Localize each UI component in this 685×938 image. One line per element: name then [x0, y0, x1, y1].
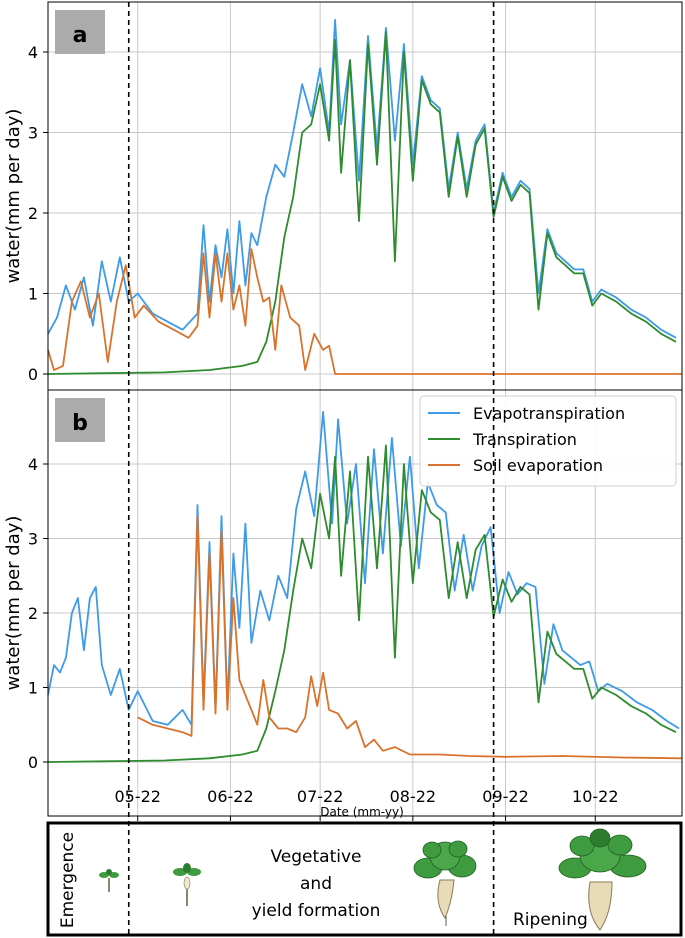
panel-b-line-evapotranspiration — [47, 410, 680, 730]
legend-box — [419, 395, 677, 487]
xtick-label: 06-22 — [207, 787, 254, 806]
panel-b-series — [47, 410, 683, 763]
panel-a-ytick-label: 4 — [28, 43, 38, 62]
panel-b-ytick-label: 2 — [28, 604, 38, 623]
panel-b-frame — [47, 389, 683, 817]
panel-a-frame — [47, 1, 683, 391]
panel-a-line-soil-evaporation — [47, 248, 682, 375]
panel-b-ylabel: water(mm per day) — [3, 516, 24, 691]
panel-b-yticks: 0 1 2 3 4 — [28, 455, 48, 772]
seedling-small-icon — [99, 869, 119, 892]
panel-a-ytick-label: 1 — [28, 285, 38, 304]
panel-b-grid — [48, 390, 682, 816]
stage-label-vegetative-line3: yield formation — [252, 901, 381, 921]
xtick-label: 05-22 — [114, 787, 161, 806]
panel-a-line-evapotranspiration — [47, 18, 677, 339]
panel-b-line-transpiration — [47, 444, 677, 763]
x-axis-label: Date (mm-yy) — [320, 805, 404, 819]
stage-label-emergence: Emergence — [58, 832, 78, 928]
xtick-label: 08-22 — [390, 787, 437, 806]
panel-b-ytick-label: 1 — [28, 679, 38, 698]
panel-b-label-box — [55, 398, 105, 442]
xtick-label: 07-22 — [297, 787, 344, 806]
panel-b-xticks: 05-22 06-22 07-22 08-22 09-22 10-22 — [114, 787, 619, 821]
legend: Evapotranspiration Transpiration Soil ev… — [419, 395, 677, 487]
young-beet-icon — [413, 840, 477, 926]
panel-a-label-box — [55, 10, 105, 54]
panel-b-line-soil-evaporation — [137, 515, 683, 760]
xtick-label: 10-22 — [572, 787, 619, 806]
panel-a-ytick-label: 0 — [28, 365, 38, 384]
panel-a-ytick-label: 3 — [28, 124, 38, 143]
panel-a-series — [47, 18, 682, 375]
mature-beet-icon — [558, 828, 647, 931]
panel-a-ylabel: water(mm per day) — [3, 109, 24, 284]
seedling-medium-icon — [173, 863, 201, 906]
panel-a-line-transpiration — [47, 30, 677, 375]
panel-b-ytick-label: 0 — [28, 753, 38, 772]
legend-label-soil-evaporation: Soil evaporation — [473, 456, 603, 475]
stage-label-vegetative-line2: and — [300, 874, 332, 894]
legend-label-evapotranspiration: Evapotranspiration — [473, 404, 625, 423]
panel-a-yticks: 0 1 2 3 4 — [28, 43, 48, 384]
panel-a-grid — [48, 2, 682, 390]
panel-a-label: a — [73, 23, 88, 48]
xtick-label: 09-22 — [482, 787, 529, 806]
panel-b-ytick-label: 3 — [28, 530, 38, 549]
panel-b-label: b — [72, 411, 88, 436]
panel-b-ytick-label: 4 — [28, 455, 38, 474]
stage-label-ripening: Ripening — [513, 910, 588, 930]
legend-label-transpiration: Transpiration — [472, 430, 577, 449]
stage-label-vegetative-line1: Vegetative — [270, 847, 361, 867]
panel-a-ytick-label: 2 — [28, 204, 38, 223]
